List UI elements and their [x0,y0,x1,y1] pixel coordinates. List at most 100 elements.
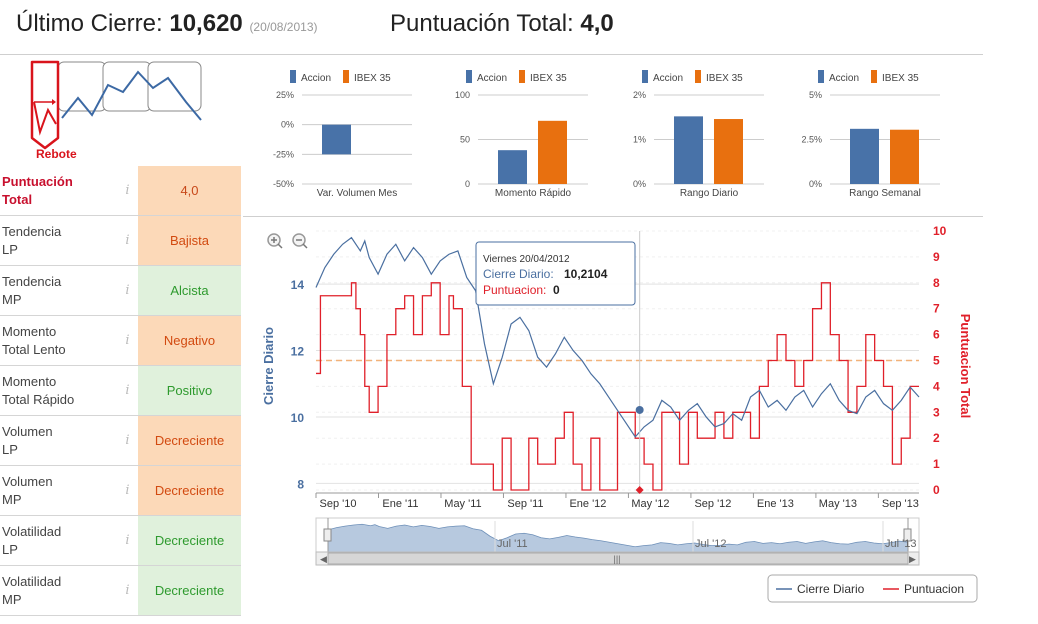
right-tick: 8 [933,276,940,290]
pattern-selected-rebote[interactable] [30,60,60,150]
last-close-value: 10,620 [169,10,243,37]
pattern-trend-line [61,70,202,121]
left-tick: 14 [291,278,305,292]
legend-swatch-accion [290,70,296,83]
indicator-name: Tendencia MP [0,265,117,316]
scrollbar-thumb [327,552,909,565]
info-icon[interactable]: i [117,415,138,466]
tooltip-score-value: 0 [553,283,560,297]
header-bar: Último Cierre: 10,620 (20/08/2013) Puntu… [0,0,983,55]
y-tick: 0% [633,179,646,189]
total-score: Puntuación Total: 4,0 [390,10,614,38]
info-icon[interactable]: i [117,315,138,366]
y-tick: 1% [633,135,646,145]
legend-ibex: IBEX 35 [354,73,391,84]
legend-ibex: IBEX 35 [530,73,567,84]
legend-swatch-accion [818,70,824,83]
x-label: Sep '10 [320,498,357,510]
indicator-value: Decreciente [138,565,241,616]
legend-accion: Accion [477,73,507,84]
indicator-row: Volatilidad MP i Decreciente [0,565,241,616]
pattern-thumbnails[interactable] [28,60,206,160]
indicator-row: Puntuación Total i 4,0 [0,166,241,216]
last-close-date: (20/08/2013) [249,20,318,34]
info-icon[interactable]: i [117,215,138,266]
right-tick: 10 [933,224,947,238]
right-tick: 1 [933,457,940,471]
indicator-name: Volumen MP [0,465,117,516]
bar-ibex [538,120,567,184]
main-legend[interactable]: Cierre Diario Puntuacion [767,574,978,603]
zoom-in-glyph [271,237,283,249]
chart-title: Var. Volumen Mes [317,188,397,199]
indicator-table: Puntuación Total i 4,0 Tendencia LP i Bajista Te… [0,166,241,616]
bar-accion [674,116,703,184]
right-tick: 7 [933,302,940,316]
bar-accion [850,128,879,184]
info-icon[interactable]: i [117,515,138,566]
left-tick: 8 [297,477,304,491]
navigator[interactable]: Jul '11 Jul '12 Jul '13 ||| ◀ ▶ [315,517,920,566]
x-label: Ene '11 [382,498,418,510]
indicator-row: Tendencia MP i Alcista [0,265,241,316]
indicator-value: 4,0 [138,166,241,216]
right-tick: 2 [933,431,940,445]
indicator-row: Volumen MP i Decreciente [0,465,241,516]
marker-puntuacion [635,486,644,494]
tooltip-date: Viernes 20/04/2012 [483,254,570,265]
right-tick: 6 [933,328,940,342]
legend-cierre: Cierre Diario [797,582,865,596]
indicator-row: Volatilidad LP i Decreciente [0,515,241,566]
bar-chart-momento: Accion IBEX 35 100 50 0 Momento Rápido [455,70,588,199]
y-tick: 50 [460,135,470,145]
info-icon[interactable]: i [117,166,138,216]
series-puntuacion [316,282,919,491]
info-icon[interactable]: i [117,465,138,516]
right-tick: 9 [933,250,940,264]
last-close-label: Último Cierre: [16,10,163,37]
total-score-value: 4,0 [580,10,614,37]
legend-swatch-ibex [519,70,525,83]
info-icon[interactable]: i [117,365,138,416]
legend-box [767,574,978,603]
x-label: May '12 [631,498,669,510]
tooltip-score-label: Puntuacion: [483,283,546,297]
y-tick: 25% [276,90,294,100]
series-cierre [315,236,920,438]
zoom-in-icon[interactable] [267,233,283,249]
y-tick: 0 [465,179,470,189]
legend-swatch-ibex [871,70,877,83]
bar-ibex [714,119,743,184]
pattern-label: Rebote [36,147,77,161]
info-icon[interactable]: i [117,565,138,616]
y-tick: 100 [455,90,470,100]
indicator-name: Momento Total Rápido [0,365,117,416]
indicator-value: Decreciente [138,515,241,566]
chart-title: Rango Diario [680,188,739,199]
legend-accion: Accion [829,73,859,84]
legend-swatch-ibex [695,70,701,83]
x-label: May '11 [444,498,481,510]
right-tick: 3 [933,405,940,419]
chart-title: Rango Semanal [849,188,921,199]
zoom-reset-icon[interactable] [292,233,308,249]
navigator-grip-right [903,528,912,542]
info-icon[interactable]: i [117,265,138,316]
x-label: Ene '13 [757,498,794,510]
navigator-label: Jul '13 [885,538,916,550]
legend-swatch-accion [642,70,648,83]
scroll-right-icon: ▶ [909,554,916,564]
y-tick: -25% [273,149,294,159]
indicator-value: Negativo [138,315,241,366]
indicator-name: Tendencia LP [0,215,117,266]
legend-ibex: IBEX 35 [882,73,919,84]
rebote-line [33,101,57,136]
y-tick: 2% [633,90,646,100]
chart-title: Momento Rápido [495,188,572,199]
indicator-value: Positivo [138,365,241,416]
right-tick: 0 [933,483,940,497]
left-tick: 12 [291,345,305,359]
navigator-area [327,523,909,553]
legend-accion: Accion [301,73,331,84]
